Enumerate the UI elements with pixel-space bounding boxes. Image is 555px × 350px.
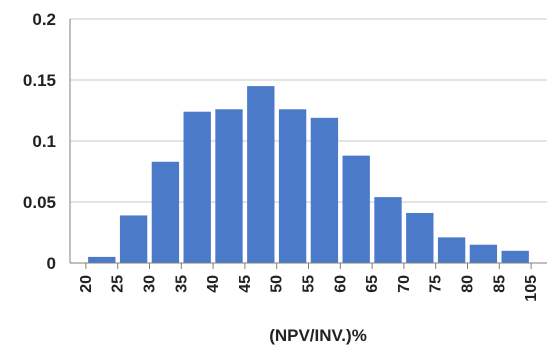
grid-lines [70,18,547,203]
x-tick-label: 80 [460,275,477,293]
axes [69,19,547,269]
x-tick-label: 45 [237,275,254,293]
bar [406,212,434,263]
bar [342,155,370,263]
x-tick-label: 60 [332,275,349,293]
bar [151,161,180,263]
y-tick-label: 0.15 [23,71,56,90]
x-tick-label: 20 [78,275,95,293]
bar [469,244,498,263]
y-tick-labels: 0 0.05 0.1 0.15 0.2 [23,10,56,273]
y-tick-label: 0.2 [32,10,56,29]
bar [437,237,466,263]
bar [183,111,211,263]
bar [247,86,275,263]
x-tick-label: 25 [110,275,127,293]
bar [215,109,243,263]
bar [310,117,339,263]
bar [374,197,402,263]
x-axis-label: (NPV/INV.)% [269,326,367,345]
x-tick-label: 50 [269,275,286,293]
bars [88,86,529,263]
x-tick-label: 85 [491,275,508,293]
bar [501,250,529,263]
x-tick-label: 55 [301,275,318,293]
x-tick-label: 75 [428,275,445,293]
x-tick-label: 65 [364,275,381,293]
x-tick-label: 30 [142,275,159,293]
y-tick-label: 0.05 [23,193,56,212]
y-tick-label: 0 [47,254,56,273]
x-tick-label: 35 [173,275,190,293]
y-tick-label: 0.1 [32,132,56,151]
x-tick-label: 40 [205,275,222,293]
bar [88,256,116,263]
x-tick-label: 70 [396,275,413,293]
x-tick-label: 105 [523,275,540,302]
bar [119,215,148,263]
x-tick-labels: 20 25 30 35 40 45 50 55 60 65 70 75 80 85 105 [78,275,540,302]
bar [278,109,307,263]
